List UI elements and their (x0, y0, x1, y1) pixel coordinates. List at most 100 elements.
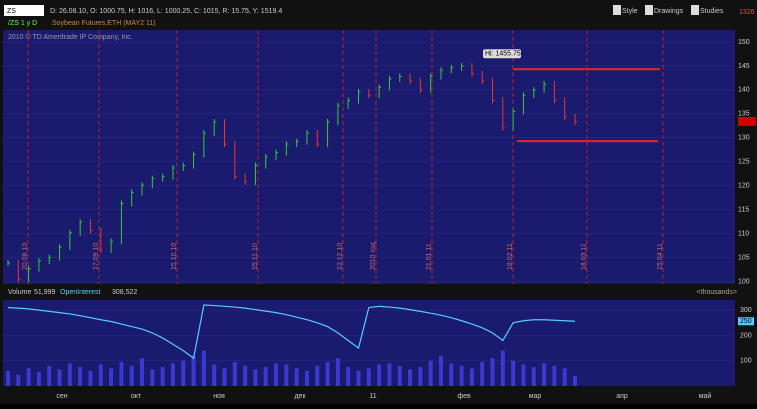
quote: D: 26.08.10, O: 1000.75, H: 1016, L: 100… (50, 8, 282, 15)
month-label: дек (294, 393, 306, 400)
toolbar-button[interactable] (645, 5, 653, 15)
volume-bar (150, 369, 155, 386)
date-marker-label: 17.09.10 (93, 243, 100, 270)
volume-bar (304, 370, 309, 386)
volume-bar (573, 375, 577, 386)
volume-value: 51,999 (34, 289, 56, 296)
volume-bar (356, 370, 361, 386)
volume-bar (438, 355, 443, 386)
volume-bar (521, 364, 526, 386)
copyright: 2010 © TD Ameritrade IP Company, Inc. (8, 33, 133, 41)
volume-bar (397, 365, 402, 386)
volume-bar (57, 369, 62, 386)
volume-bar (47, 365, 52, 386)
volume-bar (98, 364, 103, 386)
hi-box (483, 49, 521, 59)
toolbar-button-label: Studies (700, 8, 724, 15)
volume-bar (129, 365, 134, 386)
volume-bar (562, 368, 567, 386)
volume-bar (181, 360, 186, 386)
volume-bar (201, 350, 206, 386)
month-label: фев (457, 393, 471, 400)
volume-bar (109, 368, 114, 386)
y-tick-label: 300 (740, 307, 752, 314)
price-panel (3, 30, 735, 284)
volume-bar (377, 364, 382, 386)
volume-bar (418, 367, 423, 386)
volume-bar (222, 368, 227, 386)
month-label: май (699, 392, 712, 400)
volume-bar (387, 363, 392, 386)
volume-bar (160, 367, 165, 386)
y-tick-label: 105 (738, 254, 750, 261)
volume-bar (67, 363, 72, 386)
hi-label: Hi: 1455.75 (485, 51, 521, 58)
volume-bar (428, 360, 433, 386)
volume-label: Volume (8, 289, 31, 296)
volume-bar (253, 369, 258, 386)
oi-label: OpenInterest (60, 289, 101, 296)
date-marker-label: 18.02.11 (507, 243, 514, 270)
volume-bar (294, 368, 299, 386)
volume-bar (335, 358, 340, 386)
month-label: сен (56, 393, 67, 400)
date-marker-label: 18.03.11 (581, 243, 588, 270)
date-marker-label: 2010 год (370, 242, 377, 270)
volume-bar (212, 364, 217, 386)
y-tick-label: 115 (738, 207, 749, 214)
date-marker-label: 21.01.11 (426, 243, 433, 270)
symbol-label: /ZS 1 y D (8, 20, 37, 27)
volume-bar (16, 374, 21, 386)
volume-bar (315, 365, 320, 386)
date-marker-label: 15.10.10 (171, 243, 178, 270)
date-marker-label: 20.08.10 (22, 243, 29, 270)
volume-bar (6, 370, 10, 386)
volume-bar (284, 364, 289, 386)
symbol-input[interactable] (4, 5, 44, 16)
volume-bar (88, 370, 93, 386)
volume-bar (119, 361, 124, 386)
open-interest-line (7, 304, 576, 360)
date-marker-label: 13.12.10 (337, 243, 344, 270)
oi-last-box (738, 317, 754, 326)
toolbar-button-label: Style (622, 8, 638, 15)
volume-bar (459, 365, 464, 386)
y-tick-label: 200 (740, 332, 752, 339)
badge: 1326 (739, 9, 755, 16)
volume-bar (511, 360, 516, 386)
y-tick-label: 140 (738, 87, 750, 94)
toolbar-button[interactable] (691, 5, 699, 15)
volume-bar (26, 368, 31, 386)
month-label: 11 (369, 393, 376, 400)
y-tick-label: 130 (738, 135, 750, 142)
volume-bar (140, 358, 145, 386)
volume-bar (469, 368, 474, 386)
volume-bar (408, 369, 413, 386)
volume-bar (263, 367, 268, 386)
month-label: ноя (213, 393, 225, 400)
y-tick-label: 120 (738, 183, 750, 190)
toolbar-button-label: Drawings (654, 8, 684, 15)
volume-bar (366, 368, 371, 386)
y-tick-label: 135 (738, 111, 750, 118)
description: Soybean Futures,ETH (MAY2 11) (52, 20, 156, 27)
month-label: апр (616, 393, 628, 400)
date-marker-label: 15.11.10 (252, 243, 259, 270)
oi-value: 308,522 (112, 289, 137, 296)
volume-bar (232, 361, 237, 386)
volume-bar (325, 361, 330, 386)
volume-bar (243, 365, 248, 386)
volume-bar (449, 363, 454, 386)
month-label: мар (529, 393, 542, 400)
volume-bar (531, 367, 536, 386)
volume-bar (274, 363, 279, 386)
volume-bar (191, 355, 196, 386)
volume-bar (36, 372, 41, 386)
toolbar-button[interactable] (613, 5, 621, 15)
month-label: окт (131, 393, 142, 400)
symbol: ZS (7, 8, 16, 15)
volume-bar (346, 367, 351, 386)
badge-box (738, 117, 756, 126)
volume-bar (78, 367, 83, 386)
